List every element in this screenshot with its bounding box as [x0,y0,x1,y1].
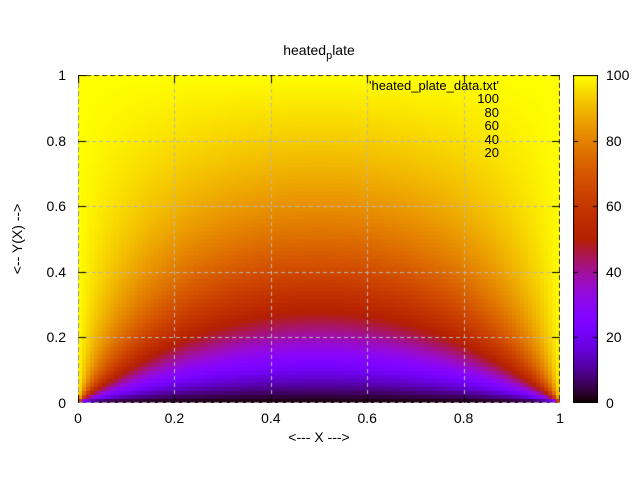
x-tick-label: 0.2 [164,410,185,426]
chart-title-text-2: late [332,42,355,58]
colorbar-tick-label: 0 [606,395,614,411]
colorbar-tick-label: 80 [606,132,622,149]
legend-contour-level: 100 [477,91,499,107]
y-tick-label: 0.4 [46,263,66,280]
chart-title: heatedplate [0,42,638,62]
x-tick-label: 0.8 [453,410,474,426]
legend-contour-level: 60 [484,118,499,134]
legend-contour-level: 80 [484,104,499,120]
chart-title-subscript: p [326,50,333,62]
legend-contour-level: 40 [484,131,499,147]
colorbar-tick-label: 60 [606,198,622,215]
y-tick-label: 0 [58,395,66,411]
colorbar-tick-label: 20 [606,329,622,346]
colorbar-tick-label: 100 [606,67,630,83]
x-tick-label: 0 [74,410,82,426]
y-tick-label: 0.6 [46,198,66,215]
colorbar-canvas [573,75,598,403]
x-tick-label: 0.6 [357,410,377,426]
y-tick-label: 0.8 [46,132,66,149]
y-tick-label: 0.2 [46,329,66,346]
legend-series-label: 'heated_plate_data.txt' [368,78,499,93]
legend: 'heated_plate_data.txt' 100 80 60 40 20 [368,78,499,161]
y-tick-label: 1 [58,67,66,83]
colorbar-tick-label: 40 [606,263,622,280]
x-axis-label: <--- X ---> [288,429,350,445]
x-tick-label: 1 [556,410,564,426]
chart-title-text: heated [283,42,327,58]
x-tick-label: 0.4 [261,410,281,426]
heatmap-canvas [78,75,560,403]
legend-contour-level: 20 [484,145,499,161]
